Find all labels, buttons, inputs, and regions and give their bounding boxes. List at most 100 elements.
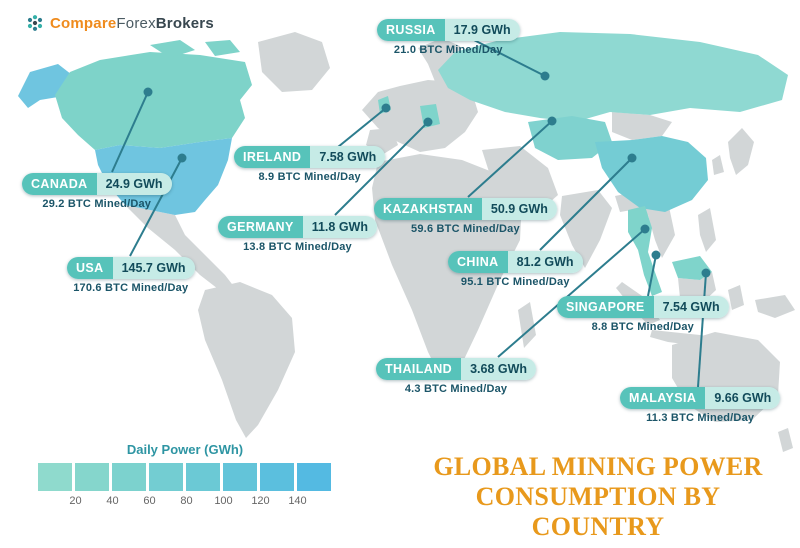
title-line-2: CONSUMPTION BY COUNTRY — [475, 481, 721, 541]
legend: Daily Power (GWh) 20 40 60 80 100 120 140 — [38, 442, 332, 507]
connector-china — [539, 157, 633, 251]
country-power: 7.54 GWh — [653, 296, 729, 318]
dot-kazakhstan — [547, 116, 557, 126]
region-mongolia — [612, 112, 672, 140]
brand-word-compare: Compare — [50, 14, 117, 32]
brand-word-brokers: Brokers — [155, 14, 214, 32]
country-name: IRELAND — [234, 146, 311, 168]
connector-russia — [469, 37, 546, 77]
dot-usa — [177, 153, 187, 163]
country-name: SINGAPORE — [557, 296, 654, 318]
country-name: GERMANY — [218, 216, 303, 238]
country-name: CHINA — [448, 251, 508, 273]
legend-swatch — [149, 463, 183, 491]
legend-swatch — [75, 463, 109, 491]
country-name: USA — [67, 257, 113, 279]
country-btc: 4.3 BTC Mined/Day — [404, 382, 508, 395]
dots-cluster-icon — [27, 15, 43, 31]
dot-canada — [143, 87, 153, 97]
connector-canada — [111, 91, 149, 173]
connector-ireland — [337, 107, 387, 148]
country-btc: 170.6 BTC Mined/Day — [73, 281, 189, 294]
country-btc: 21.0 BTC Mined/Day — [393, 43, 503, 56]
dot-malaysia — [701, 268, 711, 278]
region-middle-east — [482, 146, 558, 215]
map-connectors — [111, 37, 707, 388]
country-pill: RUSSIA 17.9 GWh — [377, 19, 520, 41]
title-line-1: GLOBAL MINING POWER — [433, 452, 763, 481]
country-power: 17.9 GWh — [444, 19, 520, 41]
region-japan — [728, 128, 754, 175]
legend-swatch — [186, 463, 220, 491]
country-power: 3.68 GWh — [461, 358, 537, 380]
country-alaska — [18, 64, 76, 108]
brand-logo: CompareForexBrokers — [26, 14, 214, 32]
country-power: 11.8 GWh — [302, 216, 377, 238]
country-power: 7.58 GWh — [310, 146, 386, 168]
region-new-guinea — [755, 295, 795, 318]
country-btc: 29.2 BTC Mined/Day — [42, 197, 152, 210]
brand-name: CompareForexBrokers — [50, 15, 214, 32]
country-power: 50.9 GWh — [481, 198, 557, 220]
callout-malaysia: MALAYSIA 9.66 GWh 11.3 BTC Mined/Day — [620, 387, 781, 424]
dot-thailand — [640, 224, 650, 234]
country-canada-arctic-2 — [205, 40, 240, 56]
legend-tick: 100 — [214, 495, 233, 507]
country-btc: 11.3 BTC Mined/Day — [646, 411, 755, 424]
map-dots — [143, 71, 711, 278]
legend-ticks: 20 40 60 80 100 120 140 — [57, 495, 332, 507]
country-name: MALAYSIA — [620, 387, 706, 409]
callout-ireland: IRELAND 7.58 GWh 8.9 BTC Mined/Day — [234, 146, 386, 183]
country-power: 145.7 GWh — [112, 257, 195, 279]
connector-malaysia — [697, 272, 707, 388]
dot-singapore — [651, 250, 661, 260]
connector-singapore — [647, 254, 657, 297]
country-power: 9.66 GWh — [705, 387, 781, 409]
legend-swatch — [297, 463, 331, 491]
country-pill: CANADA 24.9 GWh — [22, 173, 172, 195]
legend-swatch — [223, 463, 257, 491]
country-name: KAZAKHSTAN — [374, 198, 482, 220]
callout-canada: CANADA 24.9 GWh 29.2 BTC Mined/Day — [22, 173, 172, 210]
page-title: GLOBAL MINING POWER CONSUMPTION BY COUNT… — [408, 452, 788, 542]
country-thailand-malay-peninsula — [628, 206, 662, 296]
country-name: THAILAND — [376, 358, 462, 380]
region-india — [560, 190, 612, 268]
country-pill: SINGAPORE 7.54 GWh — [557, 296, 729, 318]
country-name: RUSSIA — [377, 19, 445, 41]
dot-ireland — [381, 103, 391, 113]
country-kazakhstan — [528, 116, 612, 160]
country-pill: CHINA 81.2 GWh — [448, 251, 583, 273]
country-russia — [438, 32, 788, 122]
country-power: 24.9 GWh — [96, 173, 172, 195]
callout-thailand: THAILAND 3.68 GWh 4.3 BTC Mined/Day — [376, 358, 537, 395]
callout-usa: USA 145.7 GWh 170.6 BTC Mined/Day — [67, 257, 195, 294]
region-philippines — [698, 208, 716, 252]
legend-tick: 20 — [69, 495, 82, 507]
country-power: 81.2 GWh — [507, 251, 583, 273]
country-pill: KAZAKHSTAN 50.9 GWh — [374, 198, 557, 220]
legend-label: Daily Power (GWh) — [126, 442, 244, 457]
continent-south-america — [198, 282, 295, 438]
connector-usa — [129, 157, 183, 257]
country-btc: 95.1 BTC Mined/Day — [460, 275, 570, 288]
legend-tick: 80 — [180, 495, 193, 507]
country-pill: GERMANY 11.8 GWh — [218, 216, 377, 238]
connector-kazakhstan — [467, 120, 553, 198]
country-btc: 8.8 BTC Mined/Day — [591, 320, 694, 333]
callout-singapore: SINGAPORE 7.54 GWh 8.8 BTC Mined/Day — [557, 296, 729, 333]
callout-china: CHINA 81.2 GWh 95.1 BTC Mined/Day — [448, 251, 583, 288]
region-uk — [390, 88, 408, 116]
legend-tick: 140 — [288, 495, 307, 507]
country-btc: 13.8 BTC Mined/Day — [243, 240, 352, 253]
legend-swatch — [38, 463, 72, 491]
legend-tick: 60 — [143, 495, 156, 507]
dot-russia — [540, 71, 550, 81]
country-btc: 8.9 BTC Mined/Day — [258, 170, 361, 183]
callout-germany: GERMANY 11.8 GWh 13.8 BTC Mined/Day — [218, 216, 377, 253]
country-china — [595, 136, 708, 212]
region-mexico-central-america — [125, 205, 235, 292]
region-korea — [712, 155, 724, 175]
connector-thailand — [497, 228, 646, 358]
